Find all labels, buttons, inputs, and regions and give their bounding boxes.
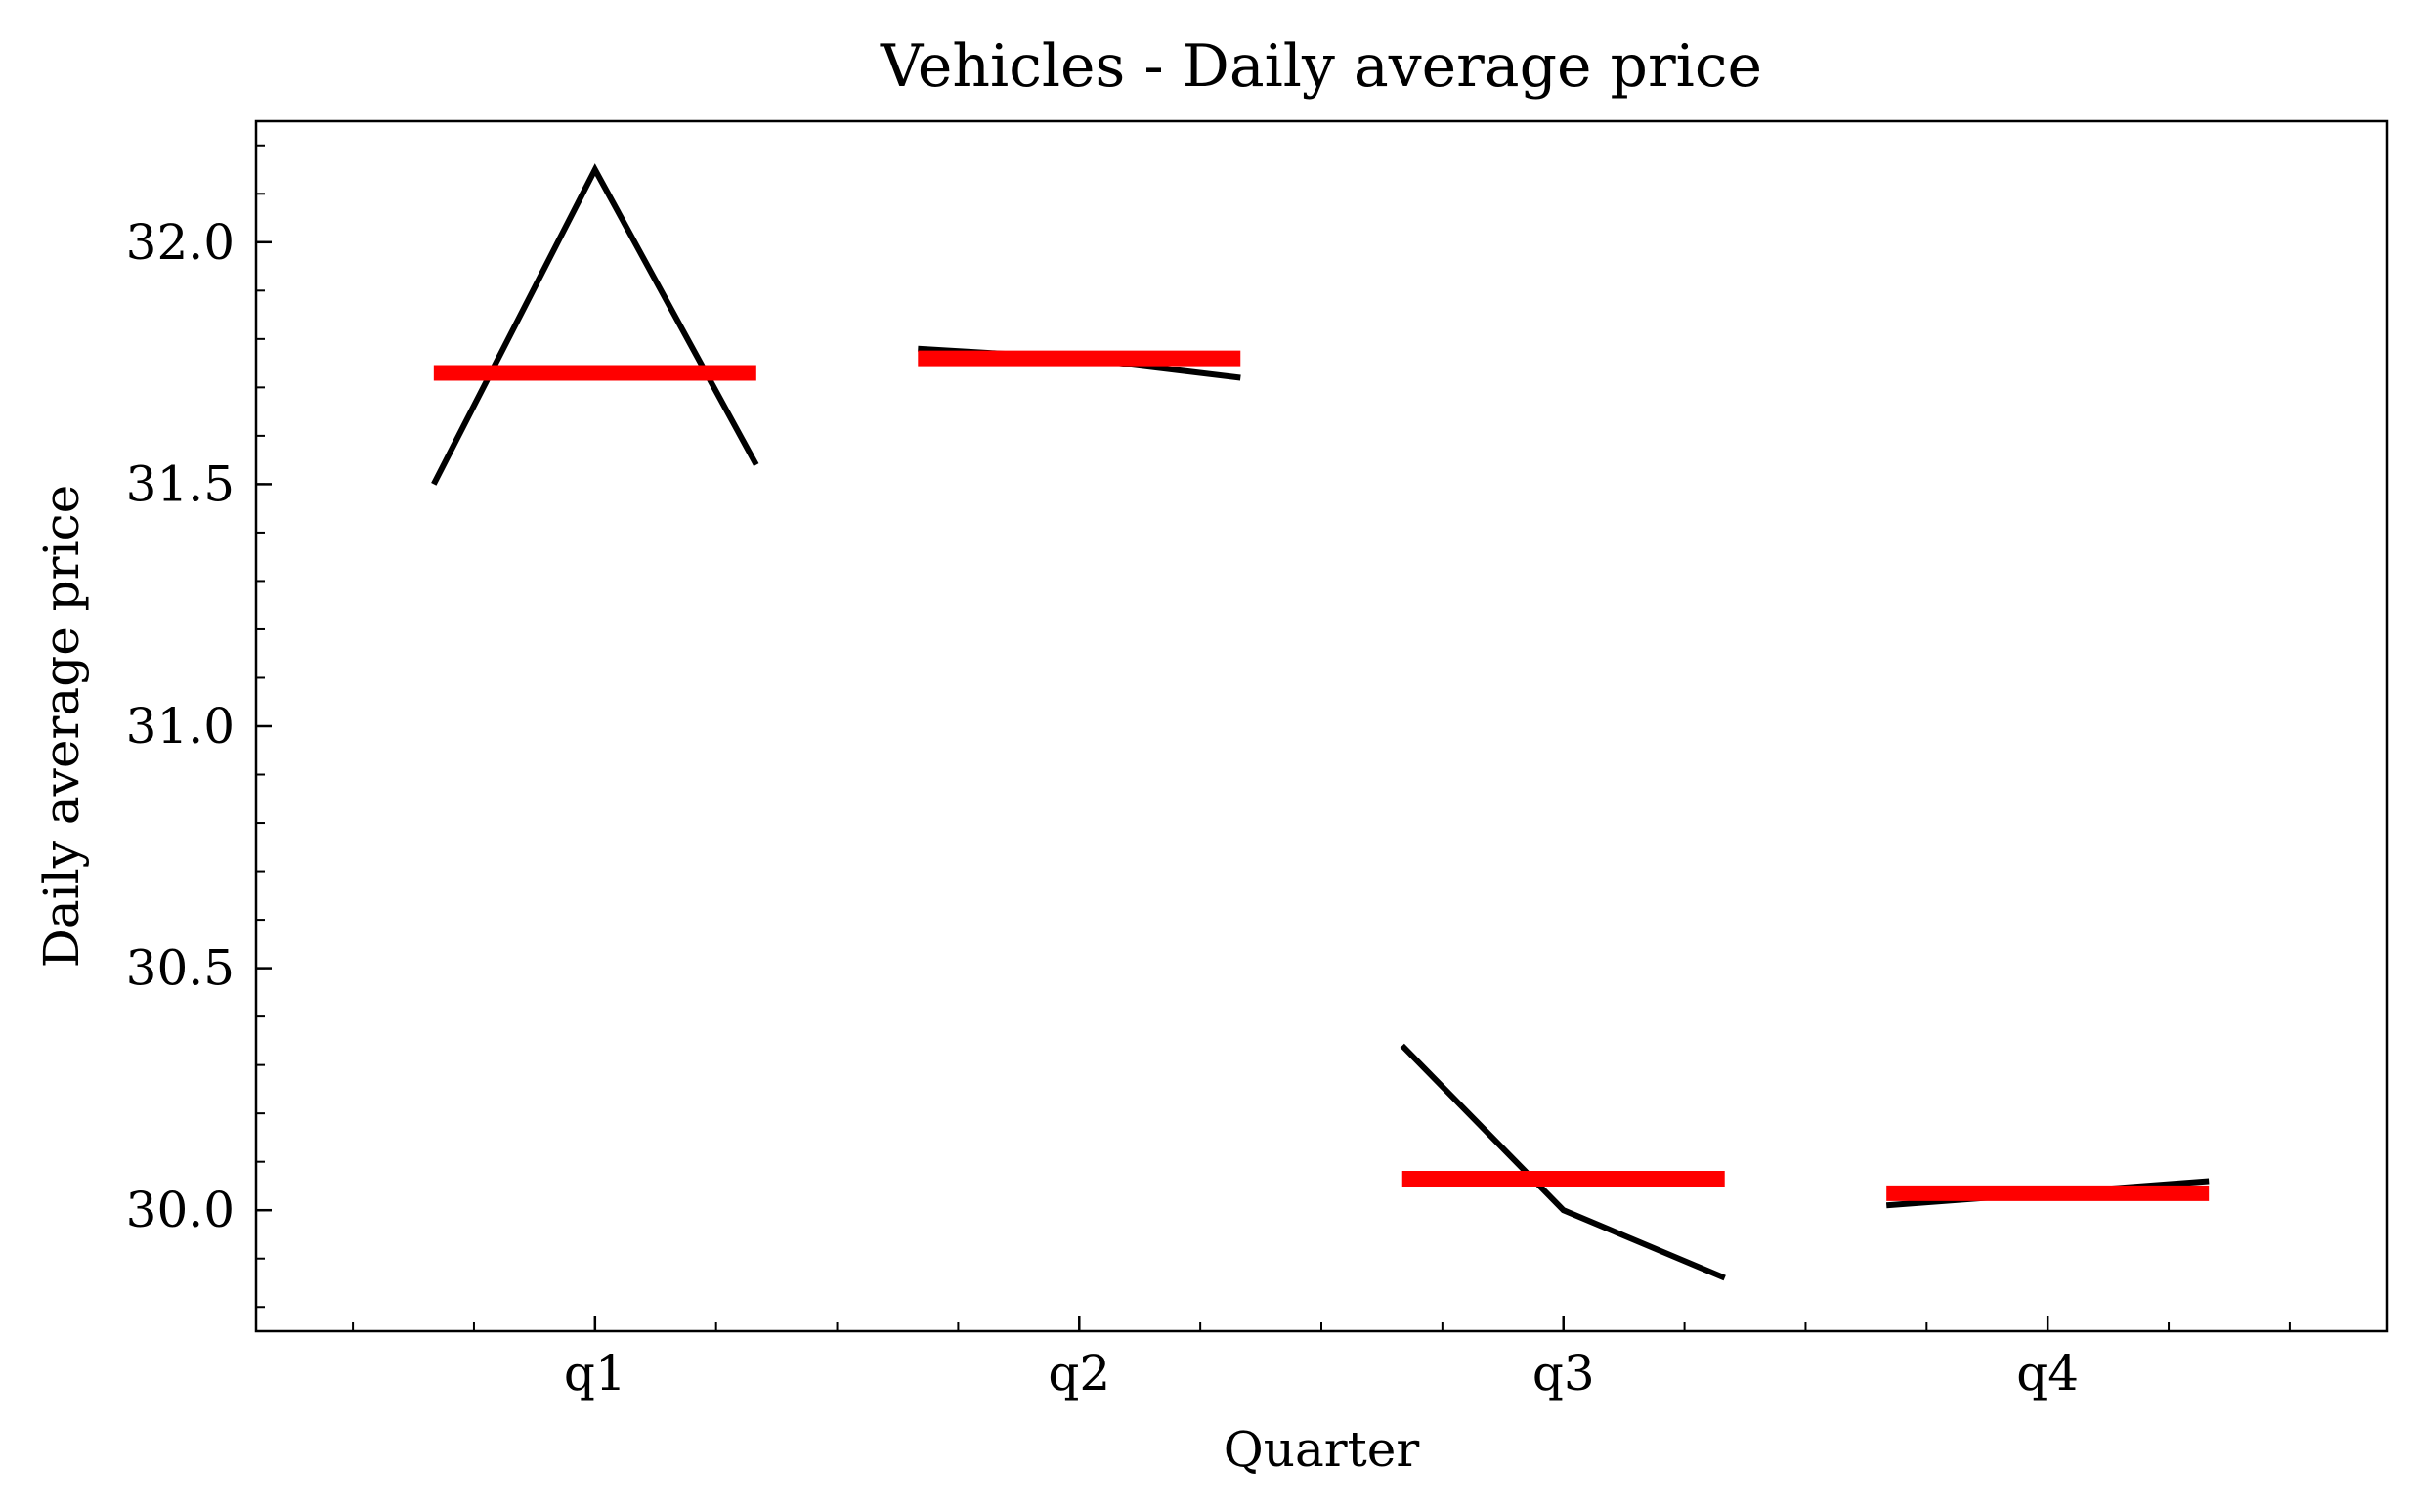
x-tick-label-q2: q2 (1048, 1345, 1110, 1402)
x-tick-label-q4: q4 (2016, 1345, 2079, 1402)
y-axis-label: Daily average price (33, 485, 90, 968)
y-tick-label: 32.0 (126, 214, 235, 271)
y-tick-label: 30.5 (126, 940, 235, 997)
x-tick-label-q1: q1 (564, 1345, 626, 1402)
x-tick-label-q3: q3 (1532, 1345, 1595, 1402)
x-axis-label: Quarter (1224, 1421, 1420, 1478)
chart-marks (431, 163, 2210, 1281)
y-tick-label: 30.0 (126, 1182, 235, 1238)
trend-line-q3 (1400, 1043, 1726, 1281)
plot-background (256, 121, 2387, 1331)
chart-title: Vehicles - Daily average price (880, 32, 1762, 101)
plot-frame (254, 119, 2389, 1333)
axis-ticks: 30.0 30.5 31.0 31.5 32.0 q1 q2 q3 q4 (126, 144, 2291, 1402)
y-tick-label: 31.0 (126, 698, 235, 755)
y-tick-label: 31.5 (126, 455, 235, 512)
